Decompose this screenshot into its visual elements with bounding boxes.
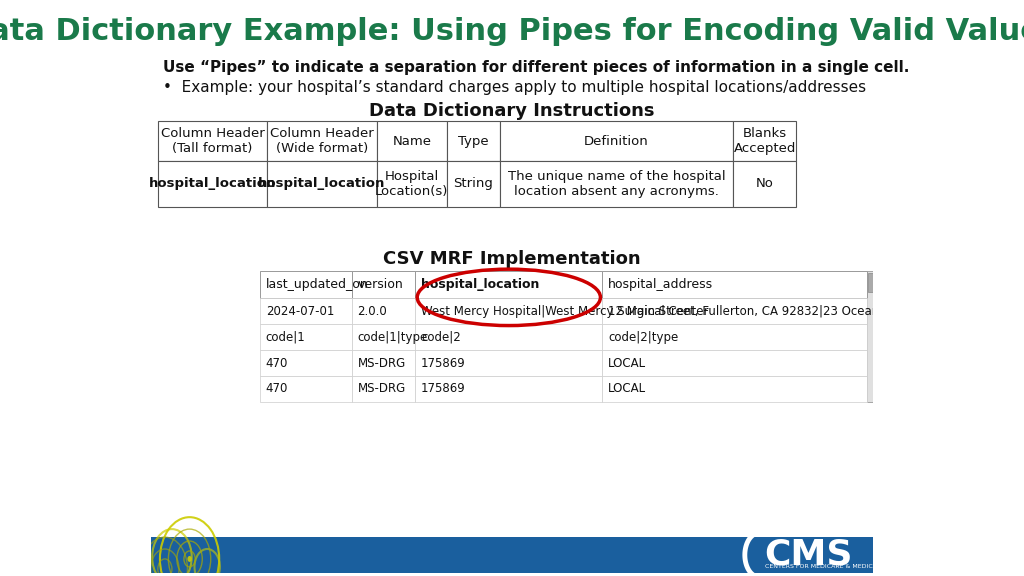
Text: Blanks
Accepted: Blanks Accepted (733, 127, 796, 155)
Text: 2024-07-01: 2024-07-01 (266, 305, 334, 318)
Text: Type: Type (458, 135, 488, 147)
Text: •  Example: your hospital’s standard charges apply to multiple hospital location: • Example: your hospital’s standard char… (164, 80, 866, 95)
FancyBboxPatch shape (260, 350, 352, 376)
FancyBboxPatch shape (158, 161, 267, 207)
FancyBboxPatch shape (602, 350, 867, 376)
Text: 175869: 175869 (421, 357, 466, 370)
Text: No: No (756, 177, 773, 191)
Text: CENTERS FOR MEDICARE & MEDICAID SERVICES: CENTERS FOR MEDICARE & MEDICAID SERVICES (765, 564, 915, 570)
Text: hospital_location: hospital_location (421, 278, 540, 291)
Text: Data Dictionary Example: Using Pipes for Encoding Valid Values: Data Dictionary Example: Using Pipes for… (0, 17, 1024, 46)
FancyBboxPatch shape (447, 122, 500, 161)
Text: The unique name of the hospital
location absent any acronyms.: The unique name of the hospital location… (508, 170, 725, 198)
FancyBboxPatch shape (733, 122, 797, 161)
FancyBboxPatch shape (352, 376, 416, 402)
Text: String: String (454, 177, 494, 191)
FancyBboxPatch shape (352, 298, 416, 324)
Text: hospital_address: hospital_address (608, 278, 713, 291)
FancyBboxPatch shape (377, 161, 447, 207)
Text: code|1|type: code|1|type (357, 331, 428, 344)
Text: 12 Main Street, Fullerton, CA 92832|23 Ocean Ave, San Jo…: 12 Main Street, Fullerton, CA 92832|23 O… (608, 305, 961, 318)
FancyBboxPatch shape (151, 537, 873, 573)
FancyBboxPatch shape (158, 122, 267, 161)
FancyBboxPatch shape (602, 324, 867, 350)
Text: 175869: 175869 (421, 382, 466, 395)
FancyBboxPatch shape (352, 350, 416, 376)
Text: code|2: code|2 (421, 331, 461, 344)
Text: hospital_location: hospital_location (258, 177, 386, 191)
Text: Hospital
Location(s): Hospital Location(s) (375, 170, 449, 198)
FancyBboxPatch shape (500, 122, 733, 161)
Text: hospital_location: hospital_location (148, 177, 276, 191)
Text: Name: Name (392, 135, 431, 147)
Circle shape (187, 556, 191, 562)
FancyBboxPatch shape (416, 324, 602, 350)
Text: Column Header
(Tall format): Column Header (Tall format) (161, 127, 264, 155)
FancyBboxPatch shape (867, 271, 877, 402)
FancyBboxPatch shape (416, 298, 602, 324)
Text: Column Header
(Wide format): Column Header (Wide format) (270, 127, 374, 155)
FancyBboxPatch shape (602, 298, 867, 324)
Text: Data Dictionary Instructions: Data Dictionary Instructions (370, 103, 654, 120)
Text: 470: 470 (266, 382, 288, 395)
FancyBboxPatch shape (867, 272, 877, 293)
Text: CSV MRF Implementation: CSV MRF Implementation (383, 249, 641, 268)
Text: 470: 470 (266, 357, 288, 370)
Text: MS-DRG: MS-DRG (357, 382, 406, 395)
FancyBboxPatch shape (260, 376, 352, 402)
FancyBboxPatch shape (602, 271, 867, 298)
Text: version: version (357, 278, 403, 291)
FancyBboxPatch shape (260, 271, 352, 298)
FancyBboxPatch shape (416, 271, 602, 298)
FancyBboxPatch shape (447, 161, 500, 207)
FancyBboxPatch shape (260, 298, 352, 324)
FancyBboxPatch shape (500, 161, 733, 207)
FancyBboxPatch shape (267, 122, 377, 161)
Text: code|2|type: code|2|type (608, 331, 678, 344)
FancyBboxPatch shape (352, 271, 416, 298)
Text: LOCAL: LOCAL (608, 382, 646, 395)
Text: code|1: code|1 (266, 331, 305, 344)
FancyBboxPatch shape (377, 122, 447, 161)
Text: last_updated_on: last_updated_on (266, 278, 369, 291)
FancyBboxPatch shape (260, 324, 352, 350)
Text: MS-DRG: MS-DRG (357, 357, 406, 370)
FancyBboxPatch shape (602, 376, 867, 402)
Text: LOCAL: LOCAL (608, 357, 646, 370)
FancyBboxPatch shape (416, 376, 602, 402)
FancyBboxPatch shape (416, 350, 602, 376)
FancyBboxPatch shape (733, 161, 797, 207)
Text: 2.0.0: 2.0.0 (357, 305, 387, 318)
Text: Use “Pipes” to indicate a separation for different pieces of information in a si: Use “Pipes” to indicate a separation for… (164, 60, 910, 75)
FancyBboxPatch shape (267, 161, 377, 207)
Text: Definition: Definition (584, 135, 649, 147)
FancyBboxPatch shape (352, 324, 416, 350)
Text: West Mercy Hospital|West Mercy Surgical Center: West Mercy Hospital|West Mercy Surgical … (421, 305, 709, 318)
Text: CMS: CMS (765, 538, 853, 572)
